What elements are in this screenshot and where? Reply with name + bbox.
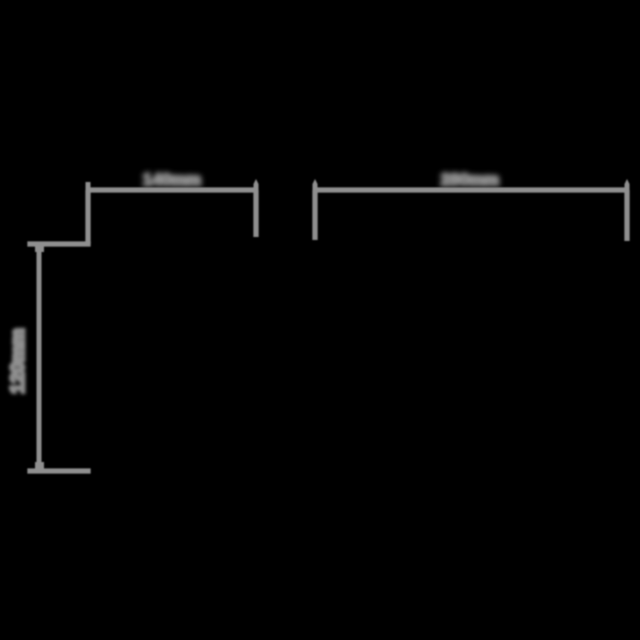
svg-text:120mm: 120mm (8, 328, 29, 394)
svg-text:280mm: 280mm (441, 170, 500, 189)
svg-text:140mm: 140mm (143, 170, 202, 189)
